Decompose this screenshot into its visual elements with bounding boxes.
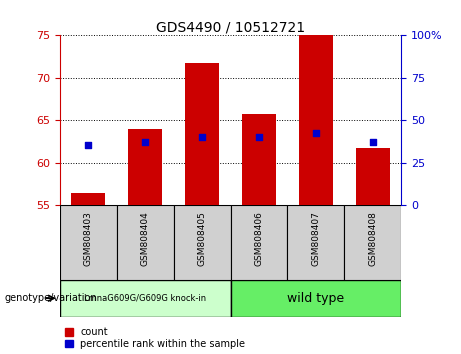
Text: GSM808407: GSM808407: [311, 211, 320, 266]
Text: GSM808408: GSM808408: [368, 211, 377, 266]
Text: genotype/variation: genotype/variation: [5, 293, 97, 303]
Title: GDS4490 / 10512721: GDS4490 / 10512721: [156, 20, 305, 34]
Text: GSM808405: GSM808405: [198, 211, 207, 266]
Point: [142, 139, 149, 144]
Bar: [71, 193, 106, 205]
Bar: [287, 205, 344, 280]
Bar: [60, 280, 230, 317]
Bar: [344, 205, 401, 280]
Bar: [242, 114, 276, 205]
Bar: [355, 148, 390, 205]
Bar: [230, 205, 287, 280]
Bar: [128, 129, 162, 205]
Bar: [299, 35, 333, 205]
Legend: count, percentile rank within the sample: count, percentile rank within the sample: [65, 327, 245, 349]
Text: GSM808403: GSM808403: [84, 211, 93, 266]
Bar: [230, 280, 401, 317]
Point: [369, 139, 376, 144]
Point: [85, 142, 92, 148]
Bar: [174, 205, 230, 280]
Bar: [185, 63, 219, 205]
Text: GSM808404: GSM808404: [141, 211, 150, 266]
Point: [255, 135, 263, 140]
Point: [198, 135, 206, 140]
Point: [312, 130, 319, 136]
Text: wild type: wild type: [287, 292, 344, 305]
Text: GSM808406: GSM808406: [254, 211, 263, 266]
Text: LmnaG609G/G609G knock-in: LmnaG609G/G609G knock-in: [84, 294, 206, 303]
Bar: [117, 205, 174, 280]
Bar: [60, 205, 117, 280]
